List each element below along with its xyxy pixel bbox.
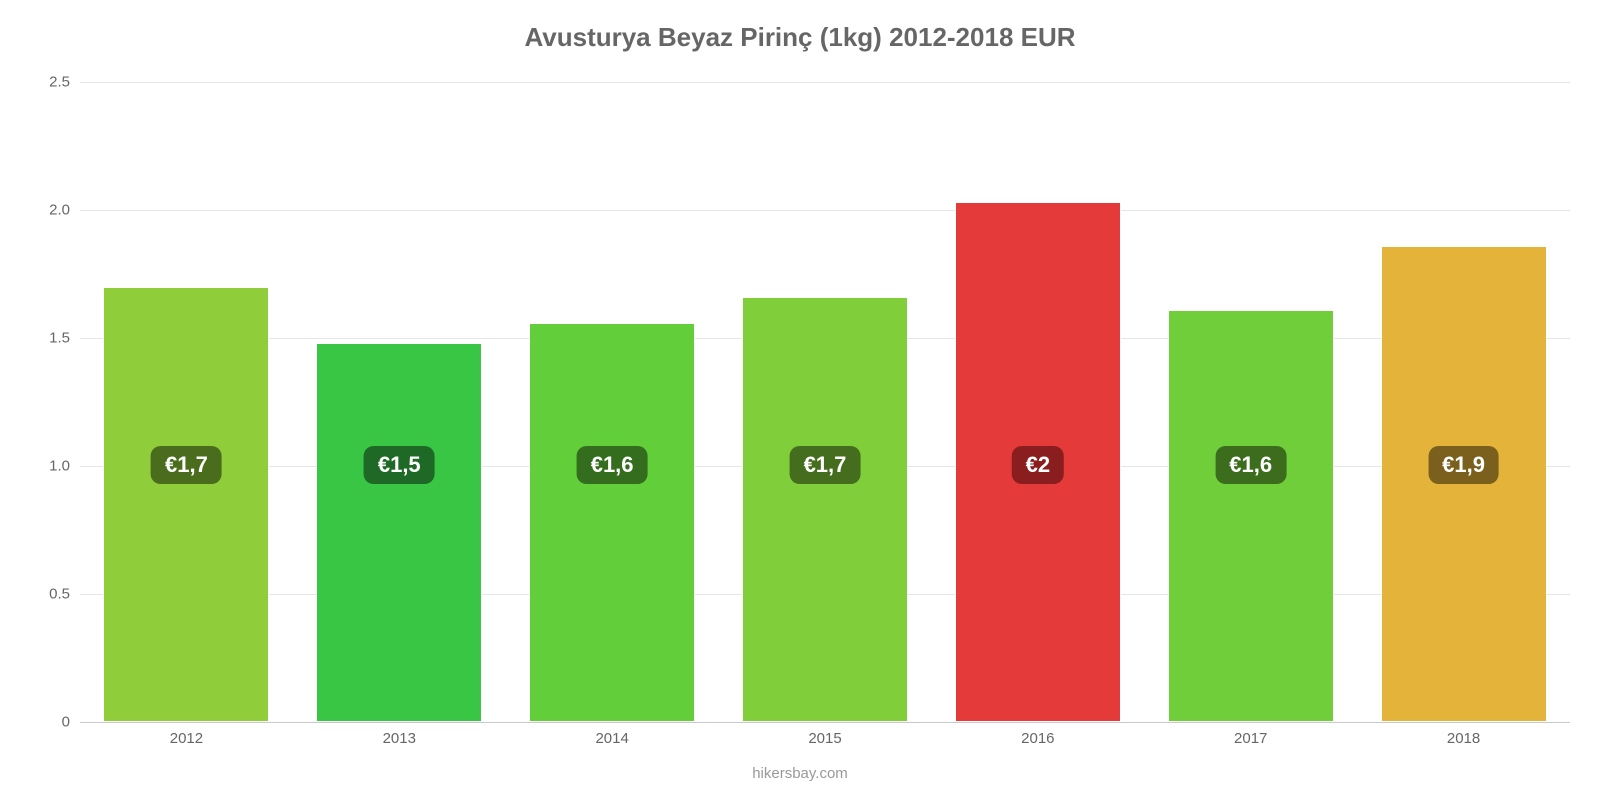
bar: €1,7 (742, 297, 908, 722)
y-tick-label: 0.5 (10, 586, 70, 603)
bar: €1,7 (103, 287, 269, 722)
bar-value-label: €1,6 (1215, 446, 1286, 484)
bar: €1,6 (1168, 310, 1334, 722)
price-bar-chart: Avusturya Beyaz Pirinç (1kg) 2012-2018 E… (0, 0, 1600, 800)
x-tick-label: 2013 (383, 730, 416, 747)
x-tick-label: 2018 (1447, 730, 1480, 747)
x-tick-label: 2016 (1021, 730, 1054, 747)
y-tick-label: 1.5 (10, 330, 70, 347)
bars-layer: €1,7 €1,5 €1,6 €1,7 €2 €1,6 €1,9 (80, 82, 1570, 722)
bar-value-label: €1,7 (151, 446, 222, 484)
bar: €1,5 (316, 343, 482, 722)
bar-value-label: €1,7 (790, 446, 861, 484)
chart-title: Avusturya Beyaz Pirinç (1kg) 2012-2018 E… (0, 22, 1600, 53)
x-tick-label: 2012 (170, 730, 203, 747)
source-label: hikersbay.com (0, 765, 1600, 782)
bar: €2 (955, 202, 1121, 722)
bar-value-label: €1,9 (1428, 446, 1499, 484)
x-tick-label: 2017 (1234, 730, 1267, 747)
y-tick-label: 2.5 (10, 74, 70, 91)
x-tick-label: 2015 (808, 730, 841, 747)
bar: €1,6 (529, 323, 695, 722)
bar: €1,9 (1381, 246, 1547, 722)
y-tick-label: 1.0 (10, 458, 70, 475)
gridline (80, 722, 1570, 723)
bar-value-label: €1,6 (577, 446, 648, 484)
bar-value-label: €2 (1012, 446, 1064, 484)
bar-value-label: €1,5 (364, 446, 435, 484)
y-tick-label: 0 (10, 714, 70, 731)
x-tick-label: 2014 (595, 730, 628, 747)
y-tick-label: 2.0 (10, 202, 70, 219)
